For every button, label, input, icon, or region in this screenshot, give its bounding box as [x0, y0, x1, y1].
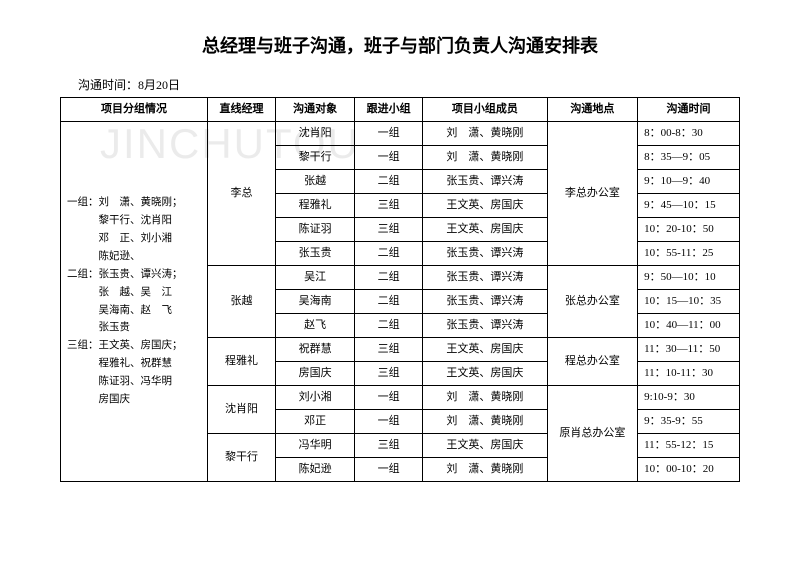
- target-cell: 祝群慧: [276, 338, 355, 362]
- target-cell: 张玉贵: [276, 242, 355, 266]
- page-title: 总经理与班子沟通，班子与部门负责人沟通安排表: [60, 32, 740, 58]
- time-cell: 10：20-10：50: [638, 218, 740, 242]
- target-cell: 房国庆: [276, 362, 355, 386]
- th-members: 项目小组成员: [423, 98, 547, 122]
- manager-cell: 黎干行: [208, 434, 276, 482]
- members-cell: 王文英、房国庆: [423, 434, 547, 458]
- members-cell: 刘 潇、黄晓刚: [423, 122, 547, 146]
- target-cell: 沈肖阳: [276, 122, 355, 146]
- document-page: 总经理与班子沟通，班子与部门负责人沟通安排表 沟通时间：8月20日 项目分组情况…: [0, 0, 800, 482]
- target-cell: 程雅礼: [276, 194, 355, 218]
- time-cell: 10：00-10：20: [638, 458, 740, 482]
- th-time: 沟通时间: [638, 98, 740, 122]
- table-header-row: 项目分组情况 直线经理 沟通对象 跟进小组 项目小组成员 沟通地点 沟通时间: [61, 98, 740, 122]
- members-cell: 王文英、房国庆: [423, 194, 547, 218]
- table-row: 一组：刘 潇、黄晓刚； 黎干行、沈肖阳 邓 正、刘小湘 陈妃逊、二组：张玉贵、谭…: [61, 122, 740, 146]
- target-cell: 吴江: [276, 266, 355, 290]
- members-cell: 王文英、房国庆: [423, 362, 547, 386]
- schedule-table: 项目分组情况 直线经理 沟通对象 跟进小组 项目小组成员 沟通地点 沟通时间 一…: [60, 97, 740, 482]
- target-cell: 刘小湘: [276, 386, 355, 410]
- members-cell: 刘 潇、黄晓刚: [423, 410, 547, 434]
- members-cell: 张玉贵、谭兴涛: [423, 170, 547, 194]
- team-cell: 二组: [355, 242, 423, 266]
- location-cell: 张总办公室: [547, 266, 638, 338]
- members-cell: 刘 潇、黄晓刚: [423, 386, 547, 410]
- target-cell: 张越: [276, 170, 355, 194]
- th-manager: 直线经理: [208, 98, 276, 122]
- th-group: 项目分组情况: [61, 98, 208, 122]
- time-cell: 10：55-11：25: [638, 242, 740, 266]
- team-cell: 三组: [355, 194, 423, 218]
- manager-cell: 张越: [208, 266, 276, 338]
- members-cell: 张玉贵、谭兴涛: [423, 290, 547, 314]
- team-cell: 三组: [355, 338, 423, 362]
- time-cell: 11：30—11：50: [638, 338, 740, 362]
- target-cell: 吴海南: [276, 290, 355, 314]
- team-cell: 二组: [355, 170, 423, 194]
- target-cell: 赵飞: [276, 314, 355, 338]
- team-cell: 二组: [355, 266, 423, 290]
- manager-cell: 李总: [208, 122, 276, 266]
- team-cell: 一组: [355, 410, 423, 434]
- members-cell: 张玉贵、谭兴涛: [423, 314, 547, 338]
- members-cell: 王文英、房国庆: [423, 218, 547, 242]
- members-cell: 张玉贵、谭兴涛: [423, 242, 547, 266]
- time-cell: 8：00-8：30: [638, 122, 740, 146]
- members-cell: 刘 潇、黄晓刚: [423, 458, 547, 482]
- team-cell: 一组: [355, 458, 423, 482]
- team-cell: 一组: [355, 146, 423, 170]
- time-cell: 9:10-9：30: [638, 386, 740, 410]
- time-cell: 10：40—11：00: [638, 314, 740, 338]
- location-cell: 程总办公室: [547, 338, 638, 386]
- team-cell: 三组: [355, 362, 423, 386]
- location-cell: 原肖总办公室: [547, 386, 638, 482]
- time-cell: 9：50—10：10: [638, 266, 740, 290]
- th-team: 跟进小组: [355, 98, 423, 122]
- time-cell: 11：55-12：15: [638, 434, 740, 458]
- date-line: 沟通时间：8月20日: [60, 76, 740, 93]
- team-cell: 三组: [355, 218, 423, 242]
- team-cell: 二组: [355, 314, 423, 338]
- th-target: 沟通对象: [276, 98, 355, 122]
- time-cell: 8：35—9：05: [638, 146, 740, 170]
- target-cell: 邓正: [276, 410, 355, 434]
- target-cell: 陈证羽: [276, 218, 355, 242]
- time-cell: 9：10—9：40: [638, 170, 740, 194]
- team-cell: 二组: [355, 290, 423, 314]
- target-cell: 冯华明: [276, 434, 355, 458]
- target-cell: 黎干行: [276, 146, 355, 170]
- table-body: 一组：刘 潇、黄晓刚； 黎干行、沈肖阳 邓 正、刘小湘 陈妃逊、二组：张玉贵、谭…: [61, 122, 740, 482]
- team-cell: 三组: [355, 434, 423, 458]
- group-info-cell: 一组：刘 潇、黄晓刚； 黎干行、沈肖阳 邓 正、刘小湘 陈妃逊、二组：张玉贵、谭…: [61, 122, 208, 482]
- time-cell: 9：45—10：15: [638, 194, 740, 218]
- manager-cell: 程雅礼: [208, 338, 276, 386]
- time-cell: 10：15—10：35: [638, 290, 740, 314]
- time-cell: 9：35-9：55: [638, 410, 740, 434]
- members-cell: 王文英、房国庆: [423, 338, 547, 362]
- team-cell: 一组: [355, 122, 423, 146]
- th-location: 沟通地点: [547, 98, 638, 122]
- target-cell: 陈妃逊: [276, 458, 355, 482]
- members-cell: 刘 潇、黄晓刚: [423, 146, 547, 170]
- team-cell: 一组: [355, 386, 423, 410]
- time-cell: 11：10-11：30: [638, 362, 740, 386]
- manager-cell: 沈肖阳: [208, 386, 276, 434]
- location-cell: 李总办公室: [547, 122, 638, 266]
- members-cell: 张玉贵、谭兴涛: [423, 266, 547, 290]
